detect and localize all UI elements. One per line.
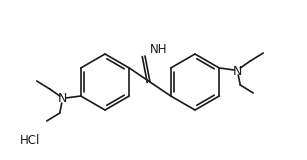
Text: HCl: HCl xyxy=(20,133,41,147)
Text: N: N xyxy=(58,92,68,105)
Text: N: N xyxy=(233,64,242,77)
Text: NH: NH xyxy=(150,43,168,56)
